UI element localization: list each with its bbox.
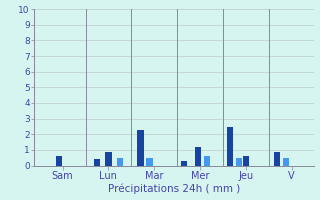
Bar <box>227 127 233 166</box>
Bar <box>236 158 242 166</box>
Bar <box>181 161 187 166</box>
Bar <box>283 158 289 166</box>
Bar <box>274 152 280 166</box>
Bar <box>105 152 112 166</box>
Bar <box>117 158 123 166</box>
Bar <box>204 156 210 166</box>
Bar <box>147 158 153 166</box>
Bar <box>137 130 144 166</box>
Bar <box>243 156 249 166</box>
Bar <box>94 159 100 166</box>
Bar <box>195 147 201 166</box>
X-axis label: Précipitations 24h ( mm ): Précipitations 24h ( mm ) <box>108 184 240 194</box>
Bar <box>56 156 62 166</box>
